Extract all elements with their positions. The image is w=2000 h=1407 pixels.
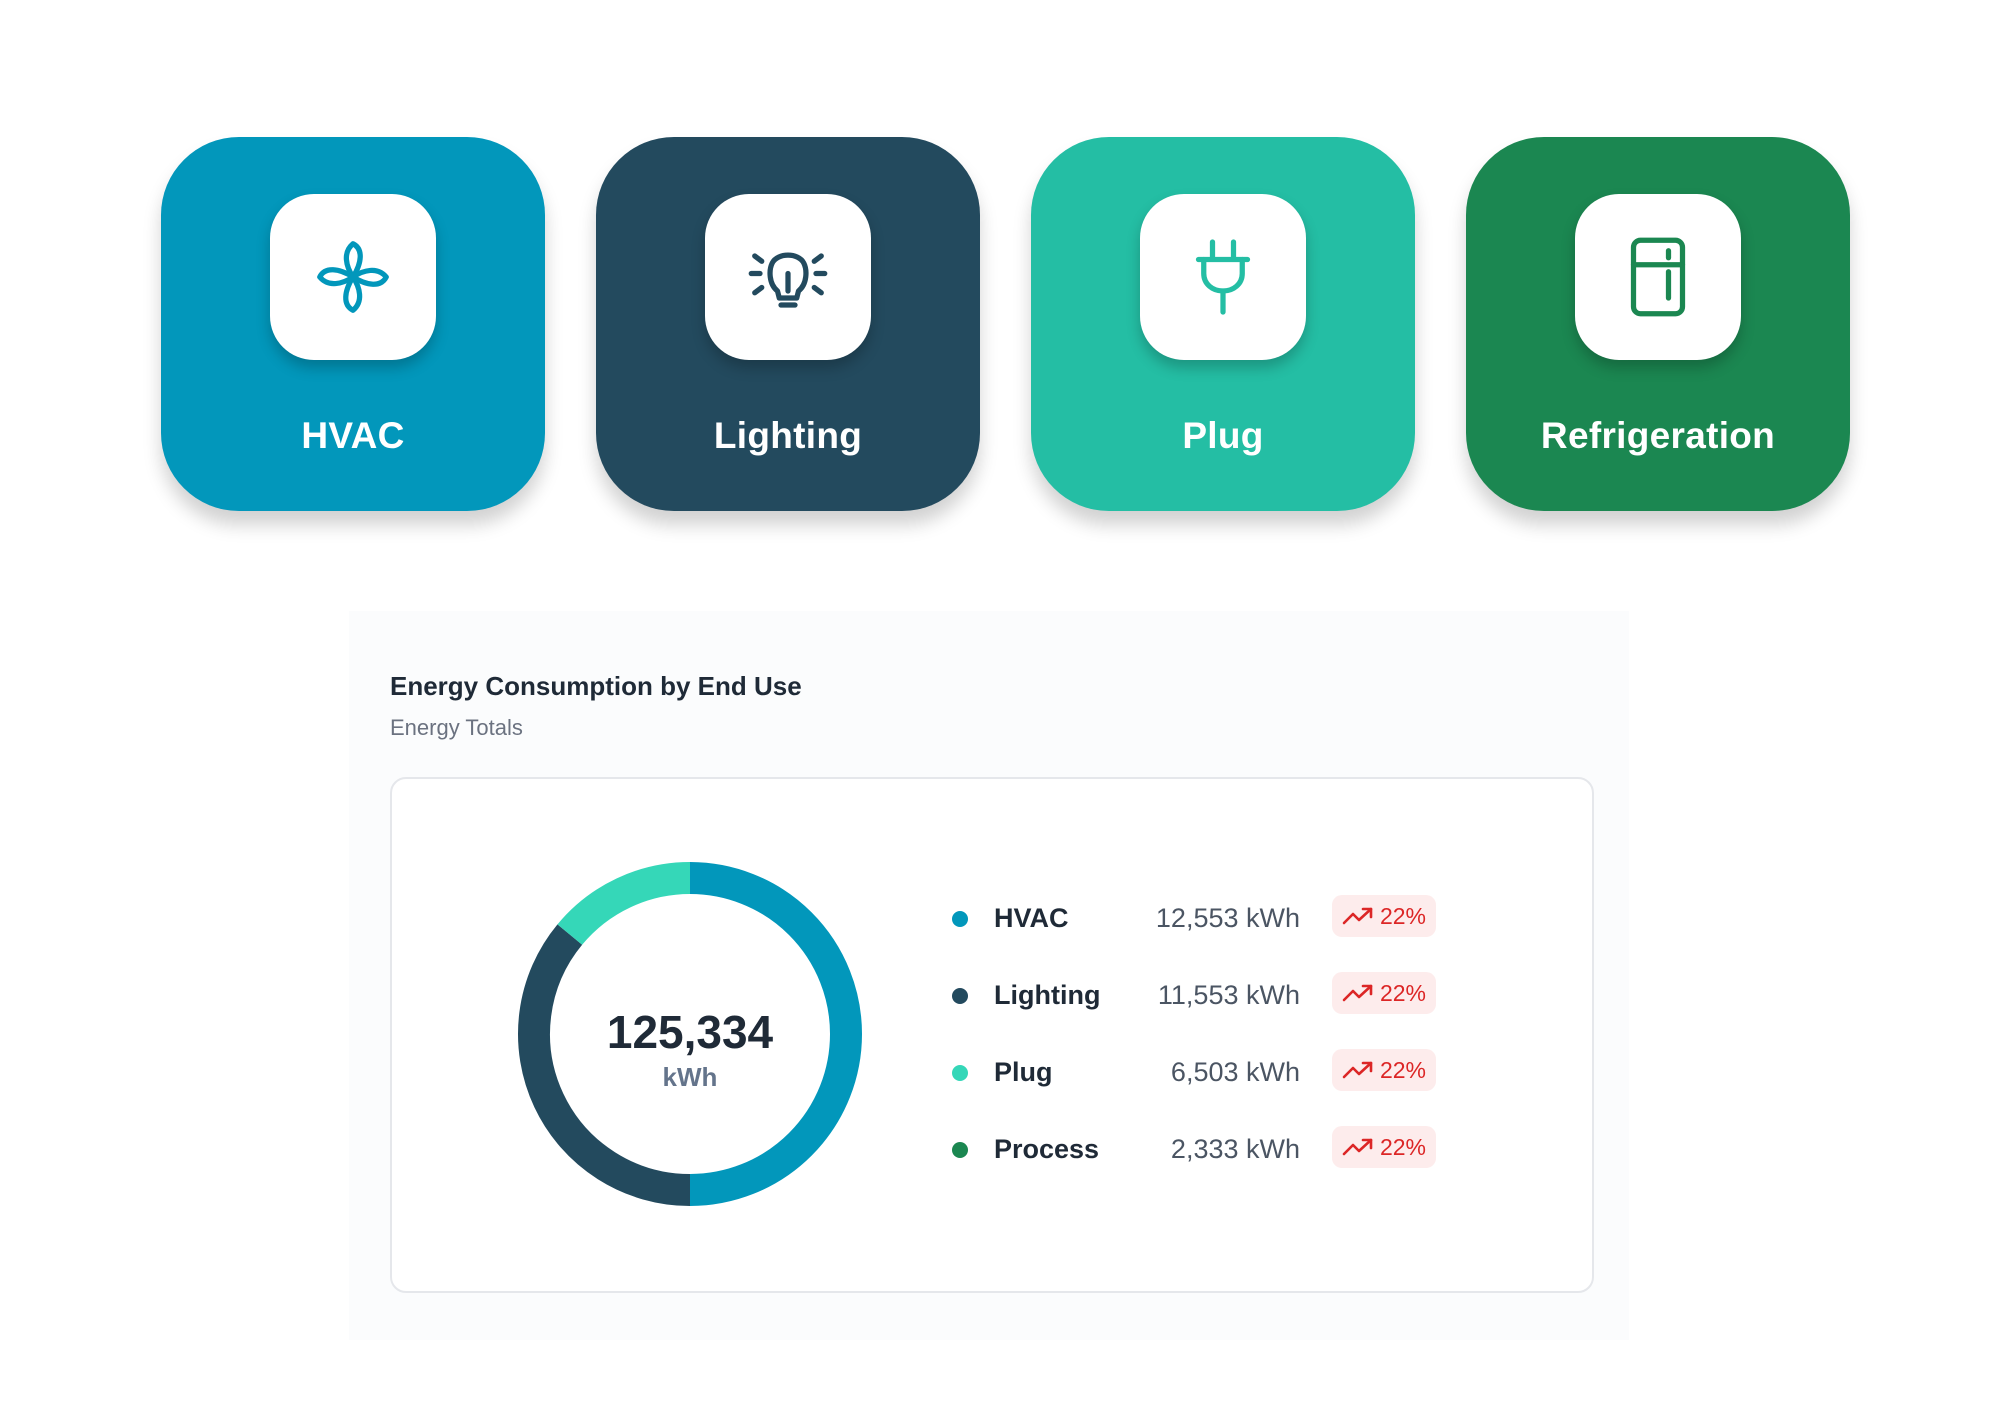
legend-name: HVAC bbox=[994, 903, 1069, 933]
trend-change: 22% bbox=[1379, 902, 1427, 929]
tile-refrigeration[interactable]: Refrigeration bbox=[1466, 137, 1850, 511]
tile-label: Refrigeration bbox=[1540, 415, 1776, 456]
tile-label: Plug bbox=[1182, 415, 1264, 456]
total-value: 125,334 bbox=[606, 1006, 774, 1058]
lightbulb-icon bbox=[748, 252, 828, 308]
tile-icon-box bbox=[1140, 194, 1306, 360]
legend-dot bbox=[952, 988, 968, 1004]
refrigerator-icon bbox=[1630, 237, 1686, 317]
tile-label: Lighting bbox=[713, 415, 863, 456]
trend-badge: 22% bbox=[1332, 1126, 1436, 1168]
legend-value: 6,503 kWh bbox=[1170, 1057, 1300, 1087]
tile-icon-box bbox=[270, 194, 436, 360]
donut-segment-1 bbox=[689, 862, 862, 1206]
tile-plug[interactable]: Plug bbox=[1031, 137, 1415, 511]
panel-title: Energy Consumption by End Use bbox=[390, 671, 802, 701]
legend-name: Lighting bbox=[994, 980, 1101, 1010]
trend-up-icon bbox=[1342, 1138, 1373, 1156]
legend-dot bbox=[952, 911, 968, 927]
legend-item: Plug 6,503 kWh 22% bbox=[952, 1047, 1512, 1097]
tile-label: HVAC bbox=[301, 415, 405, 456]
legend-value: 2,333 kWh bbox=[1170, 1134, 1300, 1164]
tile-icon-box bbox=[1575, 194, 1741, 360]
trend-change: 22% bbox=[1379, 1056, 1427, 1083]
trend-badge: 22% bbox=[1332, 895, 1436, 937]
trend-up-icon bbox=[1342, 1061, 1373, 1079]
trend-change: 22% bbox=[1379, 979, 1427, 1006]
tile-lighting[interactable]: Lighting bbox=[596, 137, 980, 511]
legend-dot bbox=[952, 1065, 968, 1081]
fan-icon bbox=[317, 241, 389, 313]
trend-badge: 22% bbox=[1332, 972, 1436, 1014]
legend-value: 12,553 kWh bbox=[1155, 903, 1300, 933]
trend-change: 22% bbox=[1379, 1133, 1427, 1160]
legend-dot bbox=[952, 1142, 968, 1158]
energy-panel: Energy Consumption by End Use Energy Tot… bbox=[349, 611, 1629, 1340]
consumption-card: 125,334 kWh HVAC 12,553 kWh 22% Lighting… bbox=[390, 777, 1594, 1293]
trend-up-icon bbox=[1342, 984, 1373, 1002]
donut-chart bbox=[518, 862, 862, 1206]
legend-item: Process 2,333 kWh 22% bbox=[952, 1124, 1512, 1174]
total-unit: kWh bbox=[662, 1062, 718, 1092]
legend-item: Lighting 11,553 kWh 22% bbox=[952, 970, 1512, 1020]
donut-segment-2 bbox=[518, 924, 691, 1206]
donut-segment-3 bbox=[557, 862, 691, 946]
legend-name: Process bbox=[994, 1134, 1100, 1164]
plug-icon bbox=[1195, 239, 1251, 315]
tile-hvac[interactable]: HVAC bbox=[161, 137, 545, 511]
category-tiles: HVAC Lighting Plug bbox=[0, 0, 2000, 560]
trend-badge: 22% bbox=[1332, 1049, 1436, 1091]
panel-subtitle: Energy Totals bbox=[390, 715, 523, 740]
trend-up-icon bbox=[1342, 907, 1373, 925]
tile-icon-box bbox=[705, 194, 871, 360]
legend-item: HVAC 12,553 kWh 22% bbox=[952, 893, 1512, 943]
legend-value: 11,553 kWh bbox=[1157, 980, 1300, 1010]
legend-name: Plug bbox=[994, 1057, 1053, 1087]
